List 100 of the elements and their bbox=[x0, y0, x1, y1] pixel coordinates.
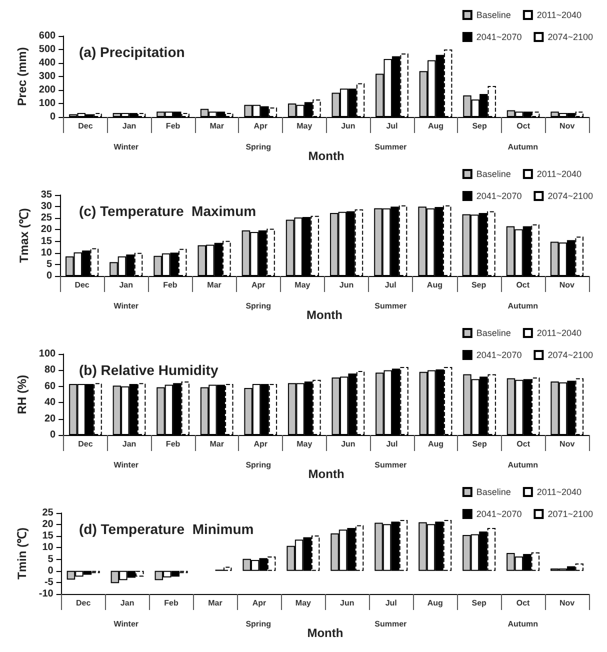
text: Autumn bbox=[508, 460, 538, 470]
legend-label: 2074~2100 bbox=[548, 32, 594, 42]
x-tick-label: Jun bbox=[341, 122, 356, 130]
text: Autumn bbox=[508, 620, 538, 628]
x-tick-label: Apr bbox=[254, 122, 268, 130]
x-tick-label: Oct bbox=[516, 440, 530, 448]
x-tick-label: Jan bbox=[122, 122, 136, 130]
x-tick-label: May bbox=[294, 280, 311, 290]
text: Autumn bbox=[508, 142, 538, 152]
y-tick-label: 25 bbox=[42, 508, 54, 518]
y-tick-label: 10 bbox=[42, 542, 54, 554]
x-axis-title: Month bbox=[308, 149, 344, 163]
y-axis-title: Prec (mm) bbox=[15, 47, 29, 106]
legend-label: 2074~2100 bbox=[548, 350, 594, 360]
x-tick-label: Aug bbox=[428, 440, 444, 448]
legend-label: 2041~2070 bbox=[476, 191, 522, 201]
x-tick-label: Oct bbox=[516, 280, 530, 290]
y-axis-title: RH (%) bbox=[15, 374, 29, 414]
text: Winter bbox=[114, 142, 139, 152]
legend-label: 2011~2040 bbox=[536, 328, 582, 338]
x-tick-label: Nov bbox=[559, 598, 576, 608]
text: Winter bbox=[114, 620, 139, 628]
text: Summer bbox=[374, 302, 407, 310]
text: Spring bbox=[246, 460, 272, 470]
x-tick-label: Dec bbox=[76, 598, 92, 608]
x-tick-label: Jan bbox=[119, 280, 134, 290]
y-tick-label: 5 bbox=[46, 258, 52, 270]
x-axis-title: Month bbox=[308, 467, 344, 481]
legend-label: Baseline bbox=[476, 487, 511, 497]
x-tick-label: Aug bbox=[426, 280, 443, 290]
x-tick-label: May bbox=[295, 598, 312, 608]
x-tick-label: Sep bbox=[472, 122, 487, 130]
text: (d) Temperature Minimum bbox=[79, 521, 254, 537]
y-tick-label: 400 bbox=[38, 58, 56, 68]
y-tick-label: 0 bbox=[50, 430, 56, 440]
x-tick-label: Mar bbox=[210, 440, 224, 448]
x-tick-label: Jun bbox=[339, 280, 354, 290]
x-tick-label: Jun bbox=[340, 598, 354, 608]
y-tick-label: 20 bbox=[44, 413, 56, 424]
x-tick-label: Nov bbox=[559, 280, 576, 290]
y-tick-label: 0 bbox=[48, 565, 54, 576]
x-tick-label: Dec bbox=[74, 280, 90, 290]
x-tick-label: Aug bbox=[427, 598, 443, 608]
x-tick-label: Mar bbox=[208, 598, 222, 608]
x-axis-title: Month bbox=[306, 308, 342, 322]
y-tick-label: 0 bbox=[50, 112, 56, 122]
x-tick-label: Jul bbox=[384, 280, 396, 290]
legend-label: 2041~2070 bbox=[476, 350, 522, 360]
x-tick-label: Dec bbox=[78, 440, 94, 448]
y-tick-label: 80 bbox=[44, 364, 56, 376]
legend-label: 2071~2100 bbox=[548, 509, 594, 519]
x-tick-label: Jul bbox=[386, 440, 398, 448]
y-tick-label: 200 bbox=[38, 84, 56, 96]
legend-label: 2074~2100 bbox=[548, 191, 594, 201]
y-tick-label: 25 bbox=[40, 212, 52, 224]
y-tick-label: 5 bbox=[48, 554, 54, 565]
text: Spring bbox=[246, 620, 272, 628]
x-tick-label: May bbox=[296, 122, 313, 130]
y-tick-label: 15 bbox=[42, 530, 54, 542]
y-axis-title: Tmin (℃) bbox=[15, 528, 29, 580]
text: Winter bbox=[114, 460, 139, 470]
y-tick-label: -10 bbox=[38, 588, 54, 600]
x-tick-label: Apr bbox=[252, 598, 266, 608]
x-tick-label: Aug bbox=[428, 122, 444, 130]
y-tick-label: 100 bbox=[38, 98, 56, 109]
y-axis-title: Tmax (℃) bbox=[16, 208, 31, 263]
legend-label: Baseline bbox=[476, 169, 511, 179]
legend-label: 2011~2040 bbox=[536, 169, 582, 179]
y-tick-label: 20 bbox=[40, 224, 52, 236]
y-tick-label: 40 bbox=[44, 397, 56, 408]
x-tick-label: Jun bbox=[341, 440, 356, 448]
x-tick-label: Oct bbox=[516, 122, 530, 130]
x-tick-label: Jul bbox=[386, 122, 398, 130]
y-tick-label: 60 bbox=[44, 380, 56, 392]
x-tick-label: Feb bbox=[166, 122, 180, 130]
y-tick-label: 15 bbox=[40, 236, 52, 247]
text: Spring bbox=[246, 142, 272, 152]
x-tick-label: Feb bbox=[163, 280, 178, 290]
x-axis-title: Month bbox=[307, 626, 344, 640]
x-tick-label: Jan bbox=[122, 440, 136, 448]
text: Summer bbox=[374, 142, 407, 152]
y-tick-label: 500 bbox=[38, 44, 56, 55]
legend-label: 2041~2070 bbox=[476, 509, 522, 519]
x-tick-label: Sep bbox=[472, 440, 487, 448]
y-tick-label: 20 bbox=[42, 519, 54, 530]
x-tick-label: Dec bbox=[78, 122, 94, 130]
x-tick-label: Jan bbox=[120, 598, 134, 608]
text: (b) Relative Humidity bbox=[79, 362, 218, 378]
x-tick-label: Jul bbox=[385, 598, 397, 608]
x-tick-label: Nov bbox=[560, 440, 576, 448]
x-tick-label: Apr bbox=[251, 280, 266, 290]
text: Winter bbox=[114, 302, 139, 310]
text: Spring bbox=[246, 302, 272, 310]
y-tick-label: 100 bbox=[38, 348, 56, 360]
y-tick-label: -5 bbox=[44, 576, 54, 588]
x-tick-label: Apr bbox=[254, 440, 268, 448]
x-tick-label: Mar bbox=[207, 280, 222, 290]
x-tick-label: Sep bbox=[471, 280, 486, 290]
text: Summer bbox=[374, 620, 407, 628]
x-tick-label: Mar bbox=[210, 122, 224, 130]
